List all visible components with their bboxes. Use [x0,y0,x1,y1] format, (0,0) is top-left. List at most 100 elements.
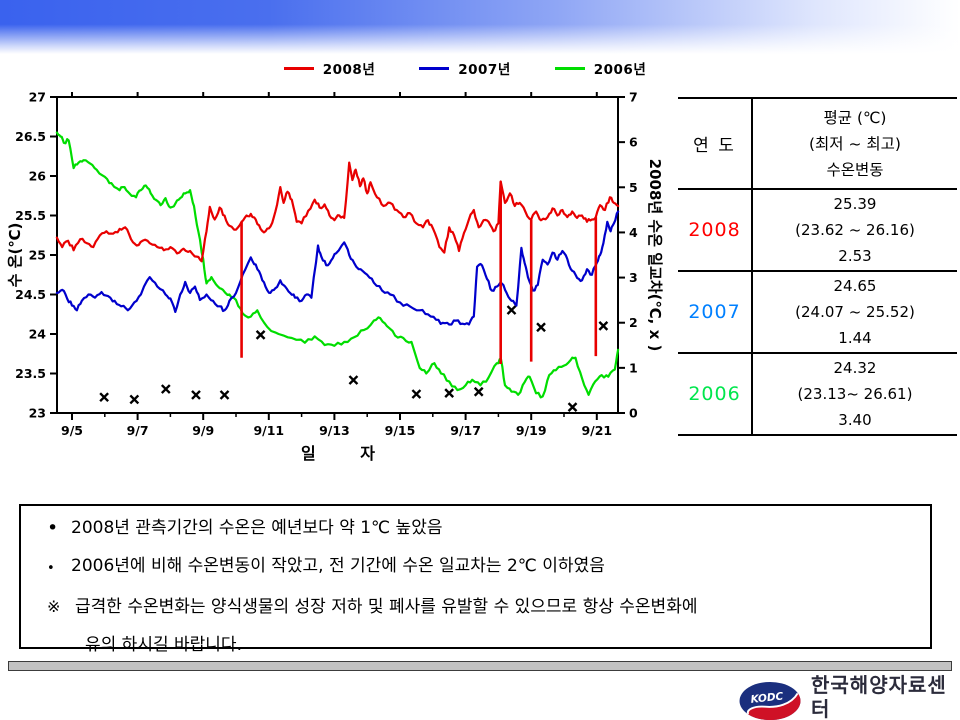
note-text-4: 유의 하시길 바랍니다. [85,635,242,655]
x-mark-icon [567,402,578,412]
note-text-1: 2008년 관측기간의 수온은 예년보다 약 1℃ 높았음 [71,518,443,538]
table-header-year: 연 도 [678,99,753,188]
table-header-line: (최저 ~ 최고) [809,134,901,153]
year-2007: 2007 [678,272,753,352]
legend-line-swatch-2006 [554,67,585,70]
svg-text:9/5: 9/5 [61,423,83,438]
svg-text:9/11: 9/11 [253,423,284,438]
daily-range-x-marks [99,305,609,412]
x-mark-icon [444,388,455,398]
legend-label-2006: 2006년 [593,62,647,78]
chart-series [55,131,620,399]
svg-text:9/15: 9/15 [385,423,416,438]
svg-text:9/21: 9/21 [581,423,612,438]
svg-text:26: 26 [29,169,47,184]
values-2006: 24.32 (23.13~ 26.61) 3.40 [753,354,957,434]
table-header-line: 평균 (℃) [823,108,887,127]
range-2006: (23.13~ 26.61) [797,385,913,403]
legend-line-swatch-2008 [283,67,314,70]
kodc-logo-mark: KODC [739,681,801,720]
x-mark-icon [506,305,517,315]
variation-2006: 3.40 [838,411,872,429]
x-mark-icon [129,394,140,405]
svg-text:9/7: 9/7 [127,423,149,438]
note-text-3: 급격한 수온변화는 양식생물의 성장 저하 및 폐사를 유발할 수 있으므로 항… [75,597,698,617]
notes-box: • 2008년 관측기간의 수온은 예년보다 약 1℃ 높았음 • 2006년에… [19,504,932,655]
x-mark-icon [219,390,230,400]
svg-text:2008년 수온 일교차(℃, x ): 2008년 수온 일교차(℃, x ) [646,159,664,352]
top-banner-gradient [0,0,960,54]
svg-text:25.5: 25.5 [15,208,46,223]
svg-text:4: 4 [629,225,638,240]
note-line-4: 유의 하시길 바랍니다. [47,634,920,656]
values-2007: 24.65 (24.07 ~ 25.52) 1.44 [753,272,957,352]
reference-mark-icon: ※ [47,597,61,616]
footer-logo: KODC 한국해양자료센터 KOREA OCEANOGRAPHIC DATA C… [738,673,960,720]
svg-text:5: 5 [629,180,638,195]
svg-text:23.5: 23.5 [15,366,46,381]
svg-text:0: 0 [629,406,638,421]
note-indent [47,634,71,656]
mean-2007: 24.65 [833,277,877,295]
svg-text:27: 27 [29,90,46,105]
variation-2007: 1.44 [838,329,872,347]
x-mark-icon [536,322,546,333]
x-mark-icon [411,389,422,399]
values-2008: 25.39 (23.62 ~ 26.16) 2.53 [753,190,957,270]
legend-label-2007: 2007년 [458,62,511,78]
legend-line-swatch-2007 [419,67,450,70]
daily-range-spikes [240,181,598,365]
table-row-2008: 2008 25.39 (23.62 ~ 26.16) 2.53 [678,190,957,272]
series-line-2006년 [55,131,620,399]
legend-item-2006: 2006년 [554,58,647,78]
svg-text:3: 3 [629,270,638,285]
legend-item-2008: 2008년 [283,58,376,78]
svg-text:수 온(℃): 수 온(℃) [6,223,24,288]
stats-table: 연 도 평균 (℃) (최저 ~ 최고) 수온변동 2008 25.39 (23… [678,97,957,436]
svg-text:26.5: 26.5 [15,129,46,144]
note-text-2: 2006년에 비해 수온변동이 작았고, 전 기간에 수온 일교차는 2℃ 이하… [71,556,605,576]
chart-legend: 2008년 2007년 2006년 [0,58,930,78]
svg-text:25: 25 [29,248,46,263]
legend-item-2007: 2007년 [419,58,511,78]
table-header-line: 수온변동 [826,160,884,179]
mean-2008: 25.39 [833,195,877,213]
x-mark-icon [191,390,201,400]
bullet-icon: • [47,517,59,539]
legend-label-2008: 2008년 [322,62,376,78]
table-row-2006: 2006 24.32 (23.13~ 26.61) 3.40 [678,354,957,434]
bullet-icon: • [47,561,55,576]
series-line-2008년 [55,161,620,263]
org-name-block: 한국해양자료센터 KOREA OCEANOGRAPHIC DATA CENTER [811,673,960,720]
svg-text:24.5: 24.5 [15,287,46,302]
svg-text:6: 6 [629,135,638,150]
note-line-2: • 2006년에 비해 수온변동이 작았고, 전 기간에 수온 일교차는 2℃ … [47,555,920,580]
note-line-3: ※ 급격한 수온변화는 양식생물의 성장 저하 및 폐사를 유발할 수 있으므로… [47,596,920,618]
x-mark-icon [473,386,484,397]
range-2008: (23.62 ~ 26.16) [795,221,915,239]
x-mark-icon [255,330,266,340]
variation-2008: 2.53 [838,247,872,265]
chart-wrap: 23 23.5 24 24.5 25 25.5 26 26.5 27 0 1 2 3 4 5 6 7 9/5 9/7… [0,85,680,465]
table-header-row: 연 도 평균 (℃) (최저 ~ 최고) 수온변동 [678,99,957,190]
svg-text:23: 23 [29,406,46,421]
x-mark-icon [348,375,359,385]
series-line-2007년 [55,210,620,326]
x-mark-icon [598,321,609,331]
org-name-korean: 한국해양자료센터 [811,673,947,720]
year-2008: 2008 [678,190,753,270]
kodc-logo-text: KODC [750,691,784,706]
svg-text:2: 2 [629,315,638,330]
table-header-values: 평균 (℃) (최저 ~ 최고) 수온변동 [753,99,957,188]
x-mark-icon [99,392,109,403]
svg-text:1: 1 [629,360,638,375]
svg-text:9/19: 9/19 [516,423,547,438]
svg-text:9/13: 9/13 [319,423,350,438]
range-2007: (24.07 ~ 25.52) [795,303,915,321]
year-2006: 2006 [678,354,753,434]
x-mark-icon [160,384,171,394]
svg-text:9/17: 9/17 [450,423,481,438]
